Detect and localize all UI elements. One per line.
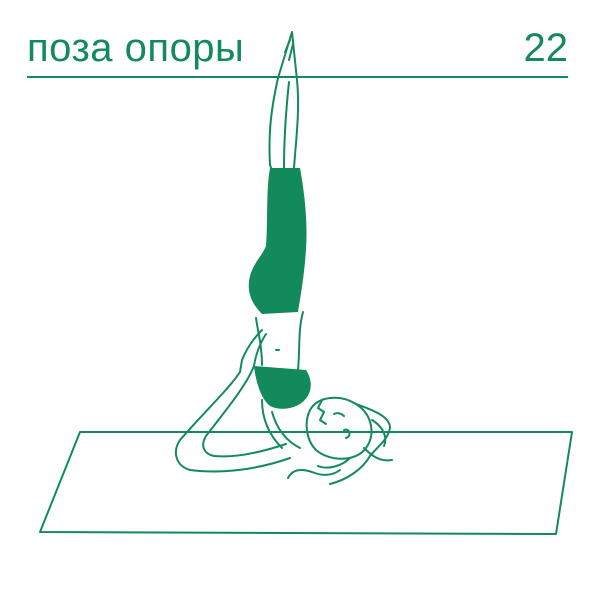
leg-split-line	[283, 81, 290, 169]
pose-title: поза опоры	[27, 26, 245, 70]
legs	[268, 77, 300, 171]
hands	[239, 329, 267, 373]
shorts	[254, 366, 311, 409]
torso	[255, 311, 304, 371]
ear	[343, 428, 351, 439]
hair	[287, 403, 393, 485]
yoga-mat	[39, 431, 573, 535]
head	[305, 396, 373, 460]
arms	[174, 365, 291, 473]
feet	[277, 31, 298, 81]
face-profile	[317, 399, 327, 425]
eye	[333, 412, 345, 417]
leggings-top	[248, 168, 307, 314]
toe-lines	[284, 39, 294, 61]
shoulders	[261, 399, 301, 449]
pose-number: 22	[523, 26, 569, 70]
